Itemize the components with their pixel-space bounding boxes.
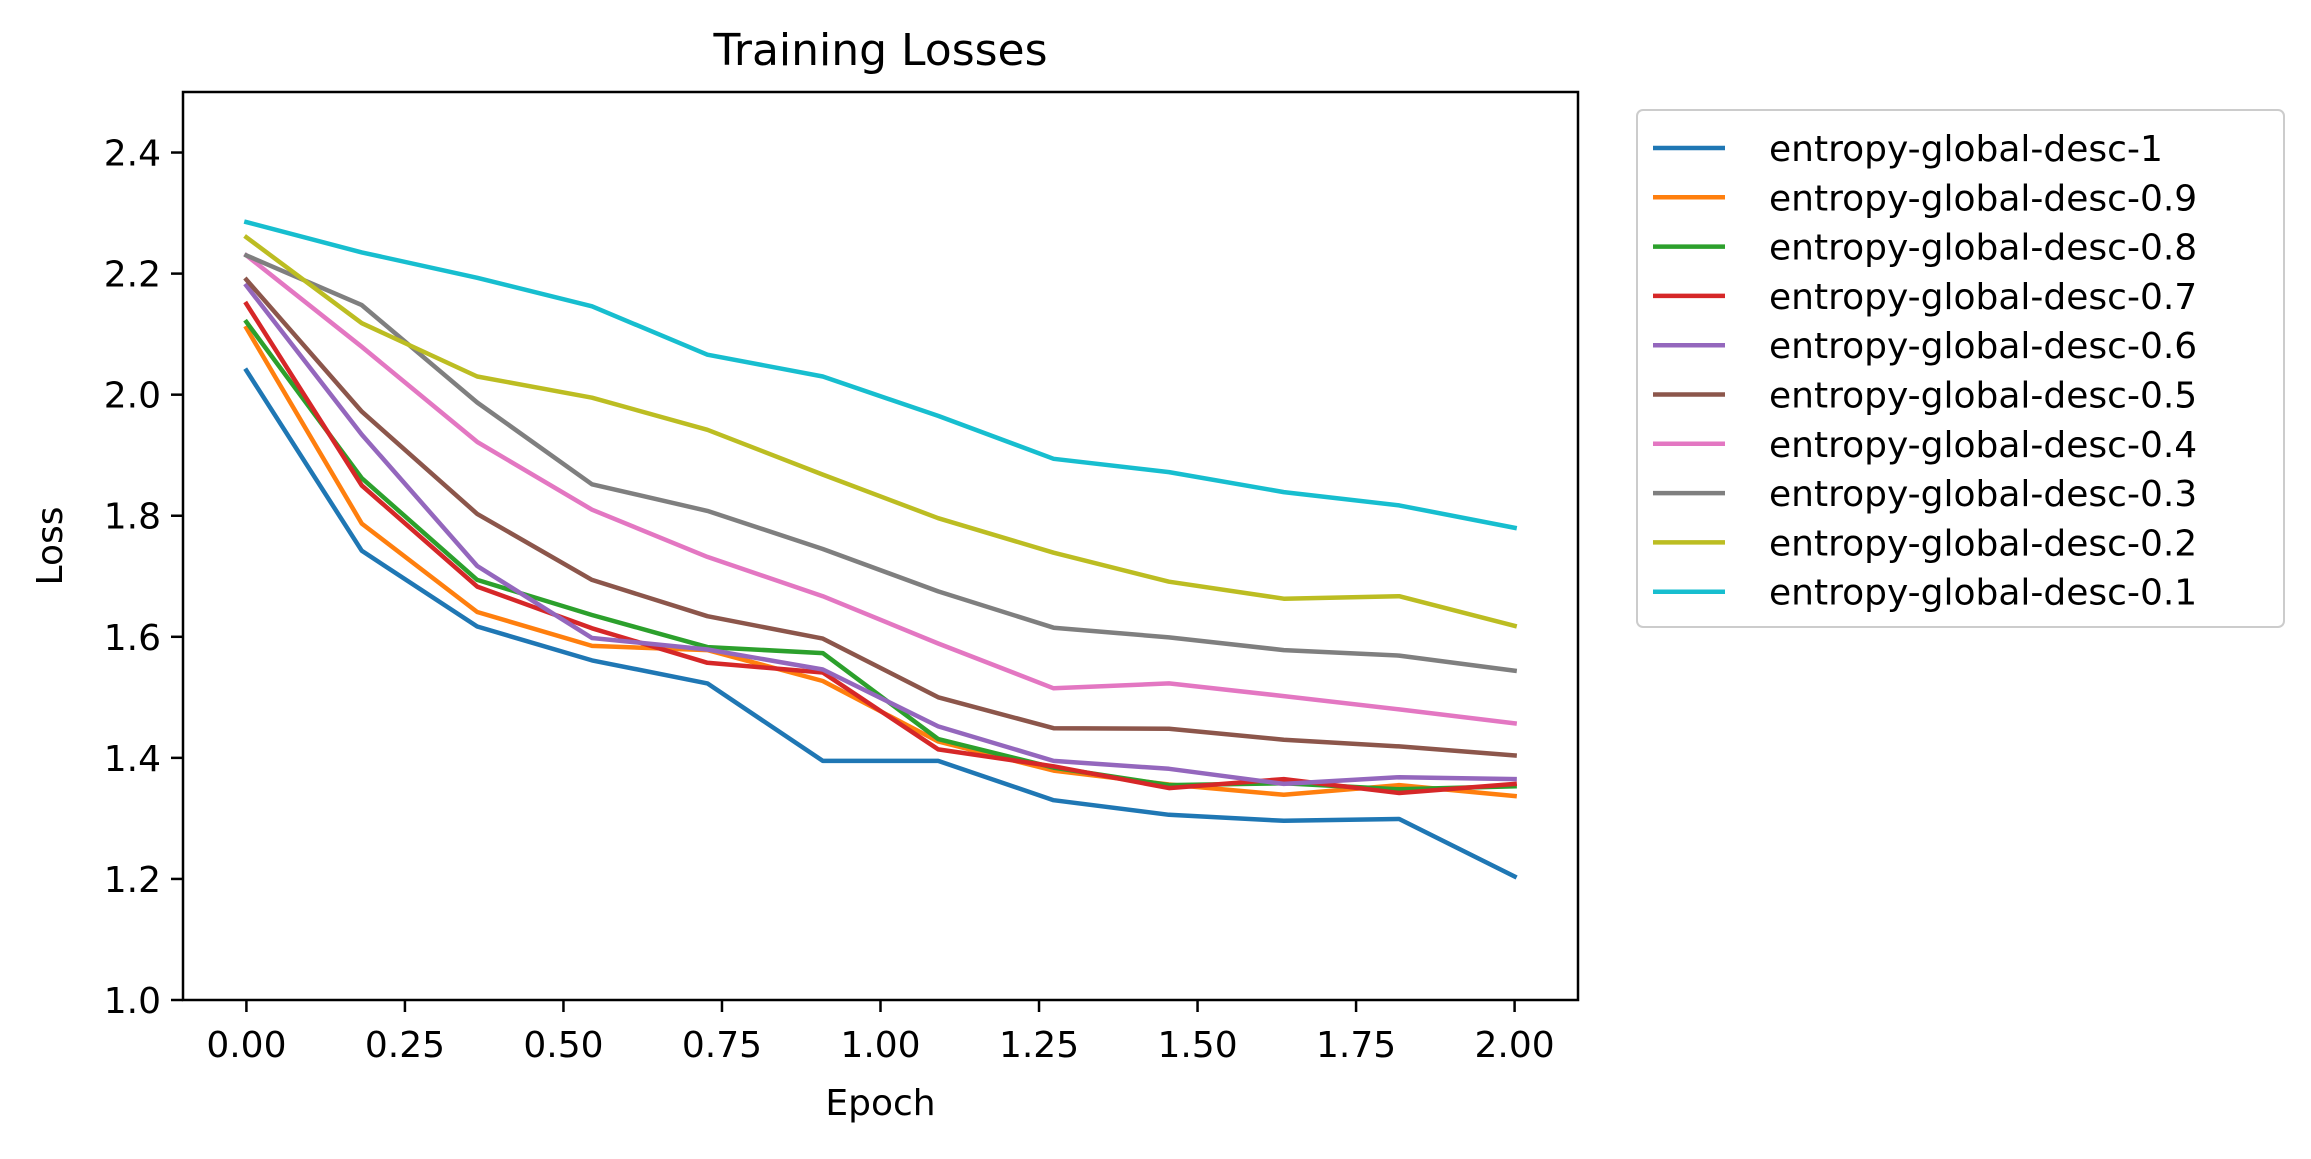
series-layer [243, 219, 1518, 880]
x-tick-label: 1.50 [1157, 1025, 1237, 1066]
legend-label: entropy-global-desc-0.4 [1769, 425, 2197, 466]
series-line-entropy-global-desc-0.4 [243, 252, 1518, 726]
legend-label: entropy-global-desc-0.5 [1769, 376, 2197, 417]
y-tick-label: 1.2 [104, 860, 161, 901]
legend-label: entropy-global-desc-0.7 [1769, 277, 2197, 318]
x-tick-label: 0.00 [206, 1025, 286, 1066]
legend-label: entropy-global-desc-0.9 [1769, 178, 2197, 219]
chart-title: Training Losses [712, 25, 1047, 76]
legend-label: entropy-global-desc-0.8 [1769, 228, 2197, 269]
series-line-entropy-global-desc-0.3 [243, 252, 1518, 674]
legend-label: entropy-global-desc-0.3 [1769, 474, 2197, 515]
legend-label: entropy-global-desc-0.6 [1769, 326, 2197, 367]
series-line-entropy-global-desc-0.1 [243, 219, 1518, 531]
y-axis-label: Loss [30, 507, 71, 586]
x-tick-label: 1.75 [1316, 1025, 1396, 1066]
legend-box [1636, 109, 2285, 628]
y-tick-label: 1.6 [104, 618, 161, 659]
x-tick-label: 0.50 [523, 1025, 603, 1066]
legend-label: entropy-global-desc-0.2 [1769, 523, 2197, 564]
series-line-entropy-global-desc-1 [243, 367, 1518, 880]
x-tick-label: 1.00 [840, 1025, 920, 1066]
series-line-entropy-global-desc-0.2 [243, 234, 1518, 629]
x-tick-label: 1.25 [999, 1025, 1079, 1066]
y-tick-label: 2.0 [104, 376, 161, 417]
y-tick-label: 1.4 [104, 739, 161, 780]
x-tick-label: 2.00 [1475, 1025, 1555, 1066]
legend-label: entropy-global-desc-0.1 [1769, 573, 2197, 614]
axes-layer: 0.00 0.25 0.50 0.75 1.00 1.25 1.50 1.75 2.00 1.0 1… [104, 134, 1555, 1066]
x-axis-label: Epoch [825, 1083, 935, 1124]
series-line-entropy-global-desc-0.5 [243, 276, 1518, 758]
series-line-entropy-global-desc-0.6 [243, 282, 1517, 787]
legend: entropy-global-desc-1 entropy-global-desc… [1636, 109, 2285, 628]
y-tick-label: 2.2 [104, 255, 161, 296]
y-tick-label: 2.4 [104, 134, 161, 175]
legend-label: entropy-global-desc-1 [1769, 129, 2163, 170]
y-tick-label: 1.0 [104, 981, 161, 1022]
y-tick-label: 1.8 [104, 497, 161, 538]
x-tick-label: 0.25 [365, 1025, 445, 1066]
x-tick-label: 0.75 [682, 1025, 762, 1066]
